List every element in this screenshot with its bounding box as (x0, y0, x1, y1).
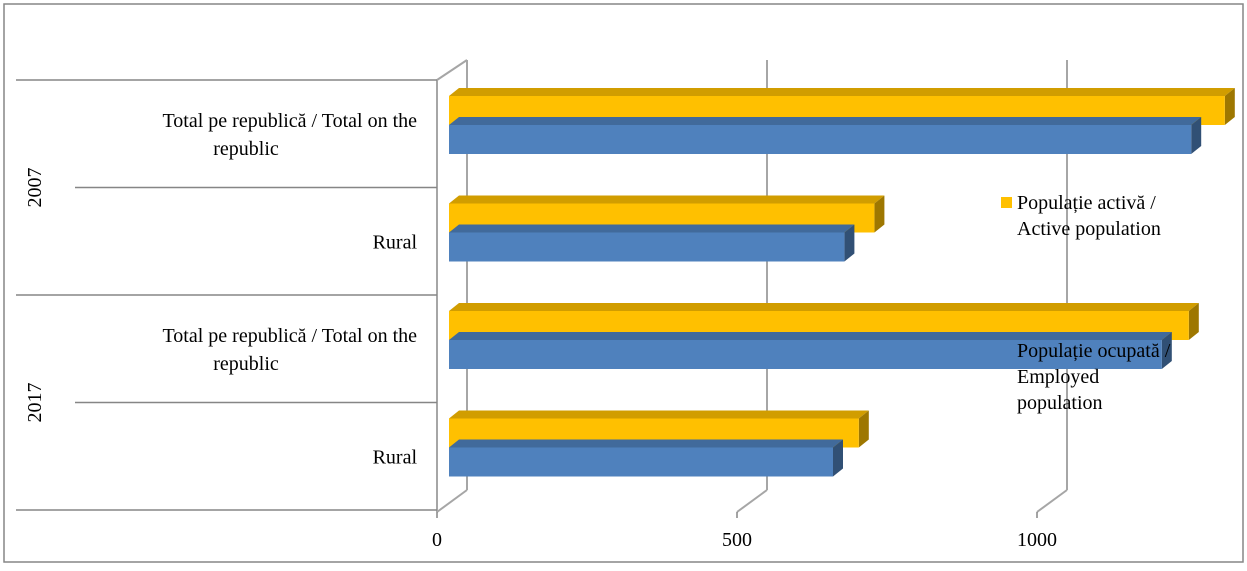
category-label: Total pe republică / Total on the (162, 325, 417, 347)
bar-side-face (1224, 88, 1235, 125)
legend-label: Employed (1017, 366, 1099, 388)
bar-side-face (1161, 332, 1172, 369)
category-label: republic (213, 353, 279, 375)
bars-layer (449, 88, 1235, 477)
legend-swatch (1001, 345, 1012, 356)
floor-gridline (1036, 489, 1068, 513)
bar-top-face (449, 332, 1172, 340)
bar-top-face (449, 224, 855, 233)
x-tick-label: 500 (722, 529, 752, 551)
bar-top-face (449, 410, 869, 419)
bar-top-face (449, 88, 1235, 96)
bar-side-face (874, 195, 885, 233)
chart-border (3, 3, 1244, 563)
floor-gridline (736, 489, 768, 513)
axis-wall-top-edge (436, 59, 468, 81)
bar-top-face (449, 117, 1202, 125)
bar-side-face (1188, 303, 1199, 340)
legend: Populație activă / Active population Popul… (1001, 192, 1171, 414)
legend-label: population (1017, 392, 1103, 414)
bar-side-face (844, 224, 855, 262)
bar-top-face (449, 303, 1199, 311)
x-tick-label: 1000 (1017, 529, 1057, 551)
category-label: Rural (373, 446, 418, 468)
bar (449, 125, 1192, 154)
category-label: Rural (373, 231, 418, 253)
bar-top-face (449, 195, 885, 204)
labels-layer: 0500100015002007Total pe republică / Tot… (24, 110, 1057, 551)
bar (449, 340, 1162, 369)
group-label: 2007 (24, 168, 46, 208)
legend-label: Populație ocupată / (1017, 340, 1171, 362)
x-tick-label: 0 (432, 529, 442, 551)
legend-swatch (1001, 197, 1012, 208)
floor-gridline (436, 489, 468, 513)
bar (449, 232, 845, 262)
bar-top-face (449, 439, 843, 448)
category-label: republic (213, 138, 279, 160)
bar-side-face (858, 410, 869, 448)
legend-label: Populație activă / (1017, 192, 1156, 214)
bar-side-face (833, 439, 843, 477)
bar-side-face (1191, 117, 1202, 154)
legend-label: Active population (1017, 218, 1161, 240)
bar (449, 447, 833, 477)
category-label: Total pe republică / Total on the (162, 110, 417, 132)
group-label: 2017 (24, 383, 46, 423)
